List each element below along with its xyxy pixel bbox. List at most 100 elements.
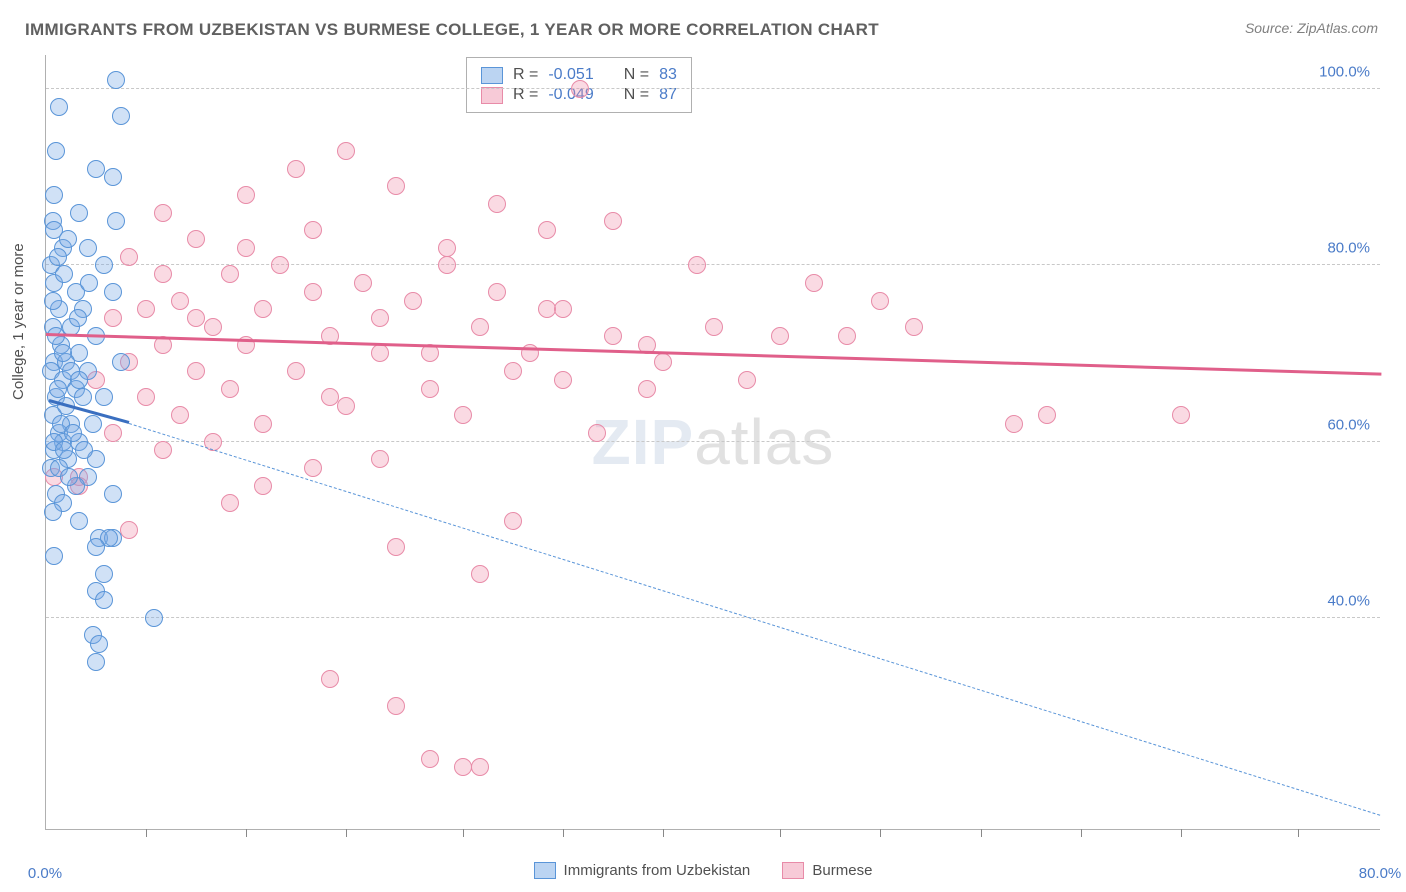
scatter-point-pink	[221, 265, 239, 283]
scatter-point-pink	[905, 318, 923, 336]
scatter-point-blue	[49, 248, 67, 266]
scatter-point-pink	[104, 309, 122, 327]
scatter-point-pink	[738, 371, 756, 389]
scatter-point-pink	[104, 424, 122, 442]
scatter-point-pink	[404, 292, 422, 310]
x-tick-mark	[146, 829, 147, 837]
y-tick-label: 100.0%	[1319, 64, 1370, 81]
x-tick-mark	[1081, 829, 1082, 837]
source-credit: Source: ZipAtlas.com	[1245, 20, 1378, 36]
scatter-point-pink	[504, 512, 522, 530]
trend-line	[46, 333, 1381, 375]
scatter-point-pink	[805, 274, 823, 292]
scatter-point-pink	[488, 283, 506, 301]
scatter-point-pink	[571, 80, 589, 98]
r-label: R =	[513, 66, 538, 84]
n-value-blue: 83	[659, 66, 677, 84]
scatter-point-blue	[95, 591, 113, 609]
scatter-point-pink	[1038, 406, 1056, 424]
scatter-point-pink	[638, 380, 656, 398]
x-tick-label: 0.0%	[28, 865, 62, 882]
y-axis-label: College, 1 year or more	[10, 243, 27, 400]
y-tick-label: 60.0%	[1327, 416, 1370, 433]
scatter-point-pink	[504, 362, 522, 380]
scatter-point-blue	[45, 186, 63, 204]
scatter-point-pink	[187, 362, 205, 380]
scatter-point-blue	[70, 204, 88, 222]
scatter-point-blue	[44, 503, 62, 521]
scatter-point-blue	[112, 353, 130, 371]
x-tick-mark	[563, 829, 564, 837]
scatter-point-pink	[337, 397, 355, 415]
scatter-point-pink	[421, 750, 439, 768]
source-label: Source:	[1245, 20, 1297, 36]
scatter-point-blue	[107, 71, 125, 89]
scatter-point-blue	[74, 388, 92, 406]
scatter-point-pink	[871, 292, 889, 310]
scatter-point-pink	[471, 565, 489, 583]
scatter-point-pink	[371, 450, 389, 468]
swatch-pink-icon	[782, 862, 804, 879]
x-tick-mark	[463, 829, 464, 837]
series-name-pink: Burmese	[812, 862, 872, 879]
x-tick-mark	[663, 829, 664, 837]
scatter-point-blue	[64, 424, 82, 442]
scatter-point-blue	[60, 468, 78, 486]
scatter-point-pink	[604, 212, 622, 230]
scatter-point-pink	[154, 441, 172, 459]
scatter-point-blue	[47, 142, 65, 160]
scatter-point-pink	[154, 204, 172, 222]
swatch-blue-icon	[534, 862, 556, 879]
scatter-point-pink	[438, 239, 456, 257]
scatter-point-blue	[112, 107, 130, 125]
scatter-point-pink	[554, 371, 572, 389]
scatter-point-pink	[454, 406, 472, 424]
scatter-point-blue	[55, 441, 73, 459]
scatter-point-pink	[171, 292, 189, 310]
scatter-point-pink	[554, 300, 572, 318]
scatter-point-blue	[70, 512, 88, 530]
legend-item-blue: Immigrants from Uzbekistan	[534, 862, 751, 879]
x-tick-mark	[346, 829, 347, 837]
scatter-point-blue	[107, 212, 125, 230]
scatter-point-pink	[304, 283, 322, 301]
scatter-point-pink	[321, 670, 339, 688]
scatter-point-pink	[254, 300, 272, 318]
scatter-point-pink	[421, 344, 439, 362]
scatter-point-blue	[54, 344, 72, 362]
scatter-point-blue	[95, 565, 113, 583]
scatter-point-pink	[705, 318, 723, 336]
scatter-point-pink	[237, 186, 255, 204]
scatter-point-pink	[120, 248, 138, 266]
watermark-thin: atlas	[694, 406, 834, 478]
scatter-point-pink	[237, 239, 255, 257]
chart-title: IMMIGRANTS FROM UZBEKISTAN VS BURMESE CO…	[25, 20, 879, 40]
scatter-point-pink	[654, 353, 672, 371]
gridline	[46, 264, 1380, 265]
n-label: N =	[624, 66, 649, 84]
swatch-blue-icon	[481, 67, 503, 84]
scatter-point-blue	[50, 98, 68, 116]
scatter-point-blue	[95, 256, 113, 274]
scatter-point-pink	[771, 327, 789, 345]
gridline	[46, 441, 1380, 442]
scatter-point-pink	[688, 256, 706, 274]
trend-line	[129, 423, 1381, 816]
scatter-point-pink	[254, 477, 272, 495]
y-tick-label: 80.0%	[1327, 240, 1370, 257]
x-tick-mark	[246, 829, 247, 837]
scatter-point-blue	[55, 265, 73, 283]
x-tick-mark	[1181, 829, 1182, 837]
scatter-point-pink	[171, 406, 189, 424]
scatter-point-pink	[488, 195, 506, 213]
scatter-point-blue	[75, 441, 93, 459]
series-name-blue: Immigrants from Uzbekistan	[564, 862, 751, 879]
scatter-point-pink	[271, 256, 289, 274]
scatter-point-pink	[604, 327, 622, 345]
x-tick-mark	[981, 829, 982, 837]
watermark: ZIPatlas	[592, 405, 835, 479]
scatter-point-blue	[45, 547, 63, 565]
scatter-point-pink	[287, 160, 305, 178]
gridline	[46, 88, 1380, 89]
x-tick-label: 80.0%	[1359, 865, 1402, 882]
